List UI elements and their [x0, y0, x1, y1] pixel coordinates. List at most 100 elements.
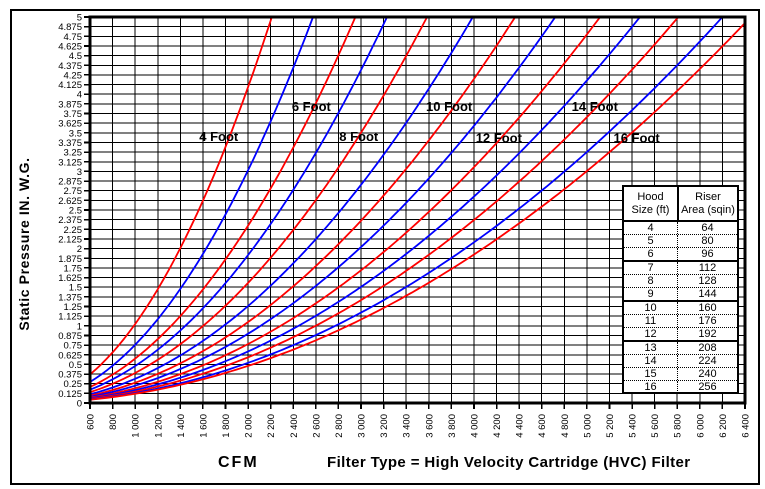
x-tick-label: 600 — [86, 414, 97, 430]
x-tick-label: 5 000 — [582, 414, 593, 438]
header-line: Area (sqin) — [681, 203, 735, 216]
table-row: 14 224 — [624, 354, 737, 367]
riser-area-cell: 256 — [698, 381, 717, 393]
x-tick-label: 6 200 — [718, 414, 729, 438]
curve-10-foot — [89, 16, 516, 397]
x-tick-label: 6 400 — [741, 414, 752, 438]
y-tick-label: 1.625 — [58, 273, 82, 284]
y-tick-label: 3.875 — [58, 99, 82, 110]
hood-size-cell: 11 — [624, 315, 678, 327]
y-tick-label: 4.125 — [58, 80, 82, 91]
curve-label: 12 Foot — [476, 131, 523, 146]
table-row: 8 128 — [624, 274, 737, 287]
x-tick-label: 1 400 — [176, 414, 187, 438]
y-tick-label: 0.375 — [58, 370, 82, 381]
y-tick-label: 3.625 — [58, 119, 82, 130]
x-tick-label: 3 000 — [357, 414, 368, 438]
curve-6-foot — [89, 16, 357, 388]
x-tick-label: 5 600 — [650, 414, 661, 438]
riser-area-cell: 64 — [701, 222, 714, 234]
hood-size-cell: 16 — [624, 381, 678, 393]
riser-area-cell: 80 — [701, 235, 714, 247]
curve-label: 14 Foot — [572, 99, 619, 114]
y-tick-label: 0.25 — [64, 379, 83, 390]
curve-8-foot — [89, 16, 428, 394]
x-tick-label: 3 200 — [379, 414, 390, 438]
x-tick-label: 1 000 — [131, 414, 142, 438]
riser-area-cell: 96 — [701, 248, 714, 260]
y-tick-label: 3 — [77, 167, 82, 178]
x-tick-label: 3 600 — [424, 414, 435, 438]
hood-size-cell: 15 — [624, 368, 678, 380]
x-tick-label: 2 800 — [334, 414, 345, 438]
x-tick-label: 800 — [108, 414, 119, 430]
hood-size-cell: 13 — [624, 342, 678, 354]
x-tick-label: 4 000 — [469, 414, 480, 438]
header-line: Hood — [637, 190, 664, 203]
x-axis-title: CFM — [218, 454, 259, 471]
riser-area-cell: 128 — [698, 275, 717, 287]
y-tick-label: 1.5 — [69, 283, 82, 294]
curve-label: 8 Foot — [339, 129, 379, 144]
hood-size-cell: 12 — [624, 328, 678, 340]
hood-size-cell: 8 — [624, 275, 678, 287]
outer-border — [10, 9, 760, 485]
x-tick-label: 2 000 — [244, 414, 255, 438]
y-tick-label: 3.5 — [69, 128, 82, 139]
riser-area-table: Hood Size (ft) Riser Area (sqin) 4 64 5 80 6 96 7 1… — [622, 185, 739, 394]
y-tick-label: 0.625 — [58, 350, 82, 361]
y-tick-label: 1.125 — [58, 312, 82, 323]
riser-area-cell: 224 — [698, 355, 717, 367]
y-tick-label: 0 — [77, 399, 82, 410]
x-tick-label: 2 200 — [266, 414, 277, 438]
table-row: 16 256 — [624, 380, 737, 393]
riser-area-cell: 240 — [698, 368, 717, 380]
curve-7-foot — [89, 16, 388, 391]
y-tick-label: 4.875 — [58, 22, 82, 33]
riser-area-cell: 192 — [698, 328, 717, 340]
x-tick-label: 1 200 — [153, 414, 164, 438]
y-tick-label: 0.5 — [69, 360, 82, 371]
y-tick-label: 3.125 — [58, 157, 82, 168]
y-tick-label: 0.125 — [58, 389, 82, 400]
curve-label: 16 Foot — [613, 131, 660, 146]
curve-label: 6 Foot — [292, 99, 332, 114]
hood-size-cell: 5 — [624, 235, 678, 247]
x-tick-label: 2 400 — [289, 414, 300, 438]
plot-border — [88, 15, 747, 405]
hood-size-cell: 9 — [624, 288, 678, 300]
curve-label: 10 Foot — [426, 99, 473, 114]
y-tick-label: 3.25 — [64, 148, 83, 159]
x-tick-label: 1 600 — [198, 414, 209, 438]
curve-12-foot — [89, 16, 601, 399]
y-tick-label: 2 — [77, 244, 82, 255]
y-tick-label: 2.25 — [64, 225, 83, 236]
y-tick-label: 5 — [77, 13, 82, 24]
x-tick-label: 1 800 — [221, 414, 232, 438]
table-row: 7 112 — [624, 260, 737, 274]
y-tick-label: 2.875 — [58, 177, 82, 188]
hood-size-cell: 7 — [624, 262, 678, 274]
y-tick-label: 2.5 — [69, 206, 82, 217]
curve-label: 4 Foot — [199, 129, 239, 144]
curve-16-foot — [89, 22, 746, 401]
hood-size-cell: 14 — [624, 355, 678, 367]
table-body: 4 64 5 80 6 96 7 112 8 128 9 144 10 160 11 176 12 192 13 20… — [624, 222, 737, 393]
hood-size-cell: 6 — [624, 248, 678, 260]
hood-size-cell: 4 — [624, 222, 678, 234]
hood-size-header: Hood Size (ft) — [624, 187, 679, 220]
y-tick-label: 2.125 — [58, 234, 82, 245]
riser-area-cell: 176 — [698, 315, 717, 327]
header-line: Riser — [695, 190, 721, 203]
curve-14-foot — [89, 16, 680, 400]
y-tick-label: 4.375 — [58, 61, 82, 72]
y-tick-label: 4.625 — [58, 41, 82, 52]
riser-area-cell: 144 — [698, 288, 717, 300]
x-tick-label: 4 400 — [515, 414, 526, 438]
riser-area-cell: 160 — [698, 302, 717, 314]
y-axis-title: Static Pressure IN. W.G. — [16, 157, 32, 330]
header-line: Size (ft) — [631, 203, 670, 216]
table-row: 13 208 — [624, 340, 737, 354]
filter-type-note: Filter Type = High Velocity Cartridge (H… — [327, 454, 691, 471]
